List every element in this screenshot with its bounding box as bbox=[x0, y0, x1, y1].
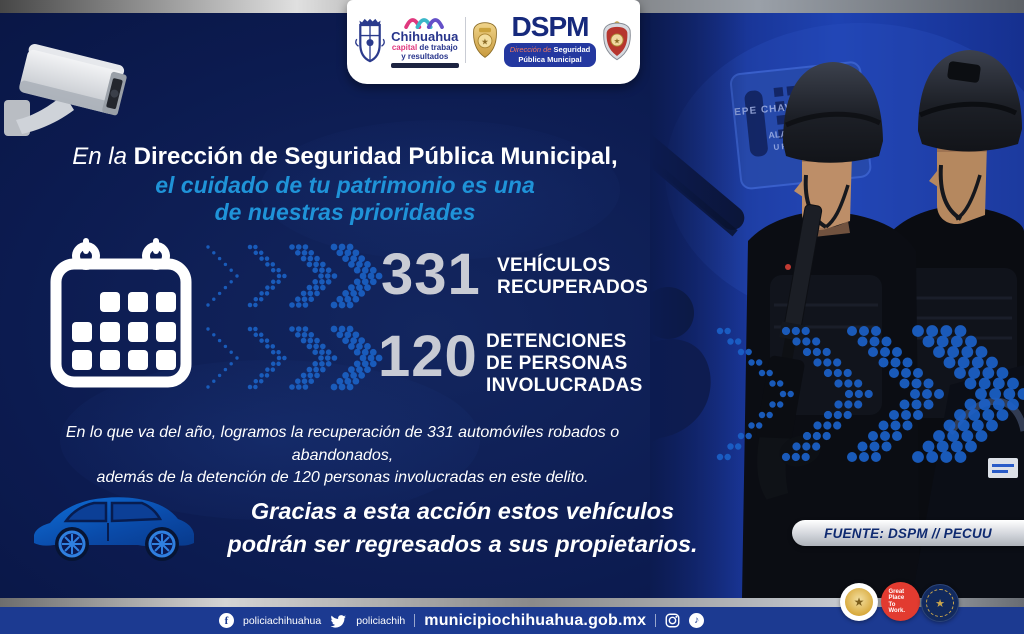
stat-value-detentions: 120 bbox=[378, 324, 478, 389]
facebook-icon: f bbox=[219, 613, 234, 628]
chihuahua-capital-logo: Chihuahua capital de trabajo y resultado… bbox=[390, 12, 459, 68]
instagram-icon bbox=[665, 613, 680, 628]
dotted-chevrons-large bbox=[716, 325, 1024, 463]
dspm-acronym: DSPM bbox=[511, 11, 590, 43]
chihuahua-logo-tagline2: y resultados bbox=[401, 52, 449, 61]
cta-text: Gracias a esta acción estos vehículos po… bbox=[227, 498, 698, 557]
stat-label-vehicles: VEHÍCULOS RECUPERADOS bbox=[497, 255, 649, 298]
stat-value-vehicles: 331 bbox=[381, 242, 481, 307]
facebook-handle: policiachihuahua bbox=[243, 614, 322, 627]
dspm-logo: DSPM Dirección de Seguridad Pública Muni… bbox=[503, 11, 597, 67]
chihuahua-city-crest-icon bbox=[354, 18, 385, 63]
dspm-subtitle-pill: Dirección de Seguridad Pública Municipal bbox=[503, 43, 597, 67]
photo-left-fade bbox=[650, 13, 1024, 598]
website-url: municipiochihuahua.gob.mx bbox=[424, 611, 647, 629]
chihuahua-logo-banner-strip bbox=[390, 63, 459, 68]
calendar-icon bbox=[50, 238, 192, 388]
footer-divider bbox=[655, 614, 657, 627]
svg-text:★: ★ bbox=[614, 36, 621, 45]
municipal-seal-badge: ★ bbox=[840, 583, 878, 621]
twitter-handle: policiachih bbox=[356, 614, 406, 627]
banner-divider bbox=[464, 17, 466, 63]
police-badge-gold-icon: ★ bbox=[472, 22, 497, 58]
footer-social-row: f policiachihuahua policiachih municipio… bbox=[219, 607, 705, 634]
great-place-to-work-badge: Great Place To Work. bbox=[881, 582, 920, 621]
metallic-bottom-strip bbox=[0, 598, 1024, 607]
svg-text:★: ★ bbox=[481, 36, 489, 46]
footer-divider bbox=[414, 614, 416, 627]
stat-label-detentions: DETENCIONES DE PERSONAS INVOLUCRADAS bbox=[486, 331, 643, 396]
chihuahua-logo-name: Chihuahua bbox=[391, 29, 459, 44]
header-logo-banner: Chihuahua capital de trabajo y resultado… bbox=[347, 0, 640, 84]
chihuahua-logo-tagline: capital de trabajo bbox=[391, 43, 458, 52]
summary-paragraph: En lo que va del año, logramos la recupe… bbox=[65, 424, 620, 486]
headline: En la Dirección de Seguridad Pública Mun… bbox=[50, 142, 640, 226]
car-wheel bbox=[145, 527, 179, 561]
headline-line3: de nuestras prioridades bbox=[214, 199, 476, 225]
certification-badge: ★ bbox=[921, 584, 959, 622]
twitter-icon bbox=[330, 615, 347, 628]
chihuahua-arches-icon bbox=[403, 18, 444, 29]
headline-line1: En la Dirección de Seguridad Pública Mun… bbox=[72, 143, 618, 170]
headline-line2: el cuidado de tu patrimonio es una bbox=[155, 172, 535, 198]
tiktok-icon: ♪ bbox=[689, 613, 705, 628]
car-icon bbox=[34, 497, 194, 561]
car-wheel bbox=[55, 527, 89, 561]
dotted-chevrons-small bbox=[206, 243, 383, 391]
police-officers-photo: EPE CHAVEZ ALAM U POS bbox=[650, 13, 1024, 598]
source-badge: FUENTE: DSPM // PECUU bbox=[792, 520, 1024, 546]
police-badge-red-icon: ★ bbox=[603, 21, 632, 61]
security-camera-icon bbox=[4, 44, 127, 136]
